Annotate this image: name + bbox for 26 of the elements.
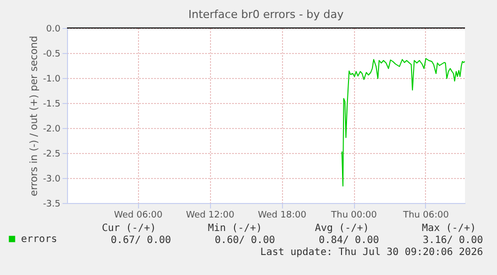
x-tick-label: Wed 12:00	[186, 210, 235, 220]
text: Last update: Thu Jul 30 09:20:06 2026	[260, 247, 483, 258]
text: Min (-/+)	[208, 223, 262, 234]
y-axis-title: errors in (-) / out (+) per second	[28, 36, 40, 196]
text: 0.60/ 0.00	[214, 235, 275, 246]
text: Max (-/+)	[422, 223, 476, 234]
chart-title: Interface br0 errors - by day	[188, 8, 344, 21]
y-tick-label: -3.5	[42, 200, 60, 210]
text: Avg (-/+)	[314, 223, 369, 234]
x-tick-label: Wed 06:00	[114, 210, 163, 220]
y-tick-label: 0.0	[46, 24, 61, 34]
text: Cur (-/+)	[102, 223, 156, 234]
y-tick-label: -0.5	[42, 50, 60, 60]
y-tick-label: -1.5	[42, 100, 60, 110]
text: 0.84/ 0.00	[318, 235, 379, 246]
x-tick-label: Thu 00:00	[330, 210, 378, 220]
legend-label: errors	[21, 234, 58, 245]
text: 3.16/ 0.00	[422, 235, 483, 246]
y-tick-label: -1.0	[42, 74, 61, 84]
line-series	[341, 58, 466, 186]
y-tick-label: -2.0	[42, 124, 61, 134]
x-tick-label: Wed 18:00	[258, 210, 307, 220]
x-tick-label: Thu 06:00	[402, 210, 450, 220]
text: 0.67/ 0.00	[110, 235, 171, 246]
y-tick-label: -2.5	[42, 150, 60, 160]
y-tick-label: -3.0	[42, 174, 61, 184]
